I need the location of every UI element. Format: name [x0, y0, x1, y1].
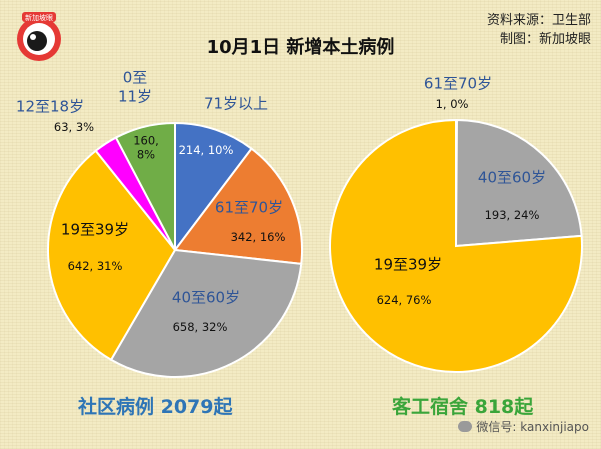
wechat-icon — [458, 421, 473, 432]
pie-slice — [114, 121, 176, 251]
pie-slice — [174, 121, 253, 253]
community-total-caption: 社区病例 2079起 — [78, 396, 233, 418]
slice-label-71-plus: 71岁以上 — [203, 94, 269, 113]
slice-value-dorm-19-39: 624, 76% — [376, 292, 432, 307]
logo-text: 新加坡眼 — [25, 13, 53, 22]
slice-value-19-39: 642, 31% — [67, 258, 123, 273]
slice-value-12-18: 63, 3% — [53, 119, 95, 134]
slice-label-dorm-19-39: 19至39岁 — [373, 255, 443, 274]
pie-slice — [329, 118, 583, 373]
pie-slice — [47, 149, 177, 362]
pie-slice — [109, 248, 303, 378]
slice-value-dorm-40-60: 193, 24% — [484, 207, 540, 222]
slice-value-40-60: 658, 32% — [172, 319, 228, 334]
slice-label-19-39: 19至39岁 — [60, 220, 130, 239]
pie-community — [47, 121, 303, 378]
pie-slice — [173, 147, 303, 265]
slice-label-0-11: 0至 11岁 — [117, 68, 153, 105]
watermark-text: 微信号: kanxinjiapo — [476, 420, 589, 434]
pie-slice — [454, 118, 583, 248]
slice-value-0-11: 160, 8% — [133, 133, 159, 162]
slice-label-61-70: 61至70岁 — [214, 198, 284, 217]
slice-value-71-plus: 214, 10% — [178, 142, 234, 157]
slice-label-dorm-40-60: 40至60岁 — [477, 168, 547, 187]
slice-label-dorm-61-70: 61至70岁 — [423, 74, 493, 93]
slice-label-40-60: 40至60岁 — [171, 288, 241, 307]
slice-value-dorm-61-70: 1, 0% — [435, 96, 469, 111]
dormitory-total-caption: 客工宿舍 818起 — [392, 396, 534, 418]
eye-logo-icon: 新加坡眼 — [17, 12, 61, 61]
pie-dormitory — [329, 118, 583, 373]
slice-value-61-70: 342, 16% — [230, 229, 286, 244]
chart-title: 10月1日 新增本土病例 — [206, 37, 395, 58]
logo: 新加坡眼 — [12, 10, 66, 64]
credit-line: 制图：新加坡眼 — [499, 32, 591, 47]
slice-label-12-18: 12至18岁 — [15, 97, 85, 116]
source-line: 资料来源：卫生部 — [486, 13, 591, 28]
wechat-watermark: 微信号: kanxinjiapo — [458, 418, 589, 435]
